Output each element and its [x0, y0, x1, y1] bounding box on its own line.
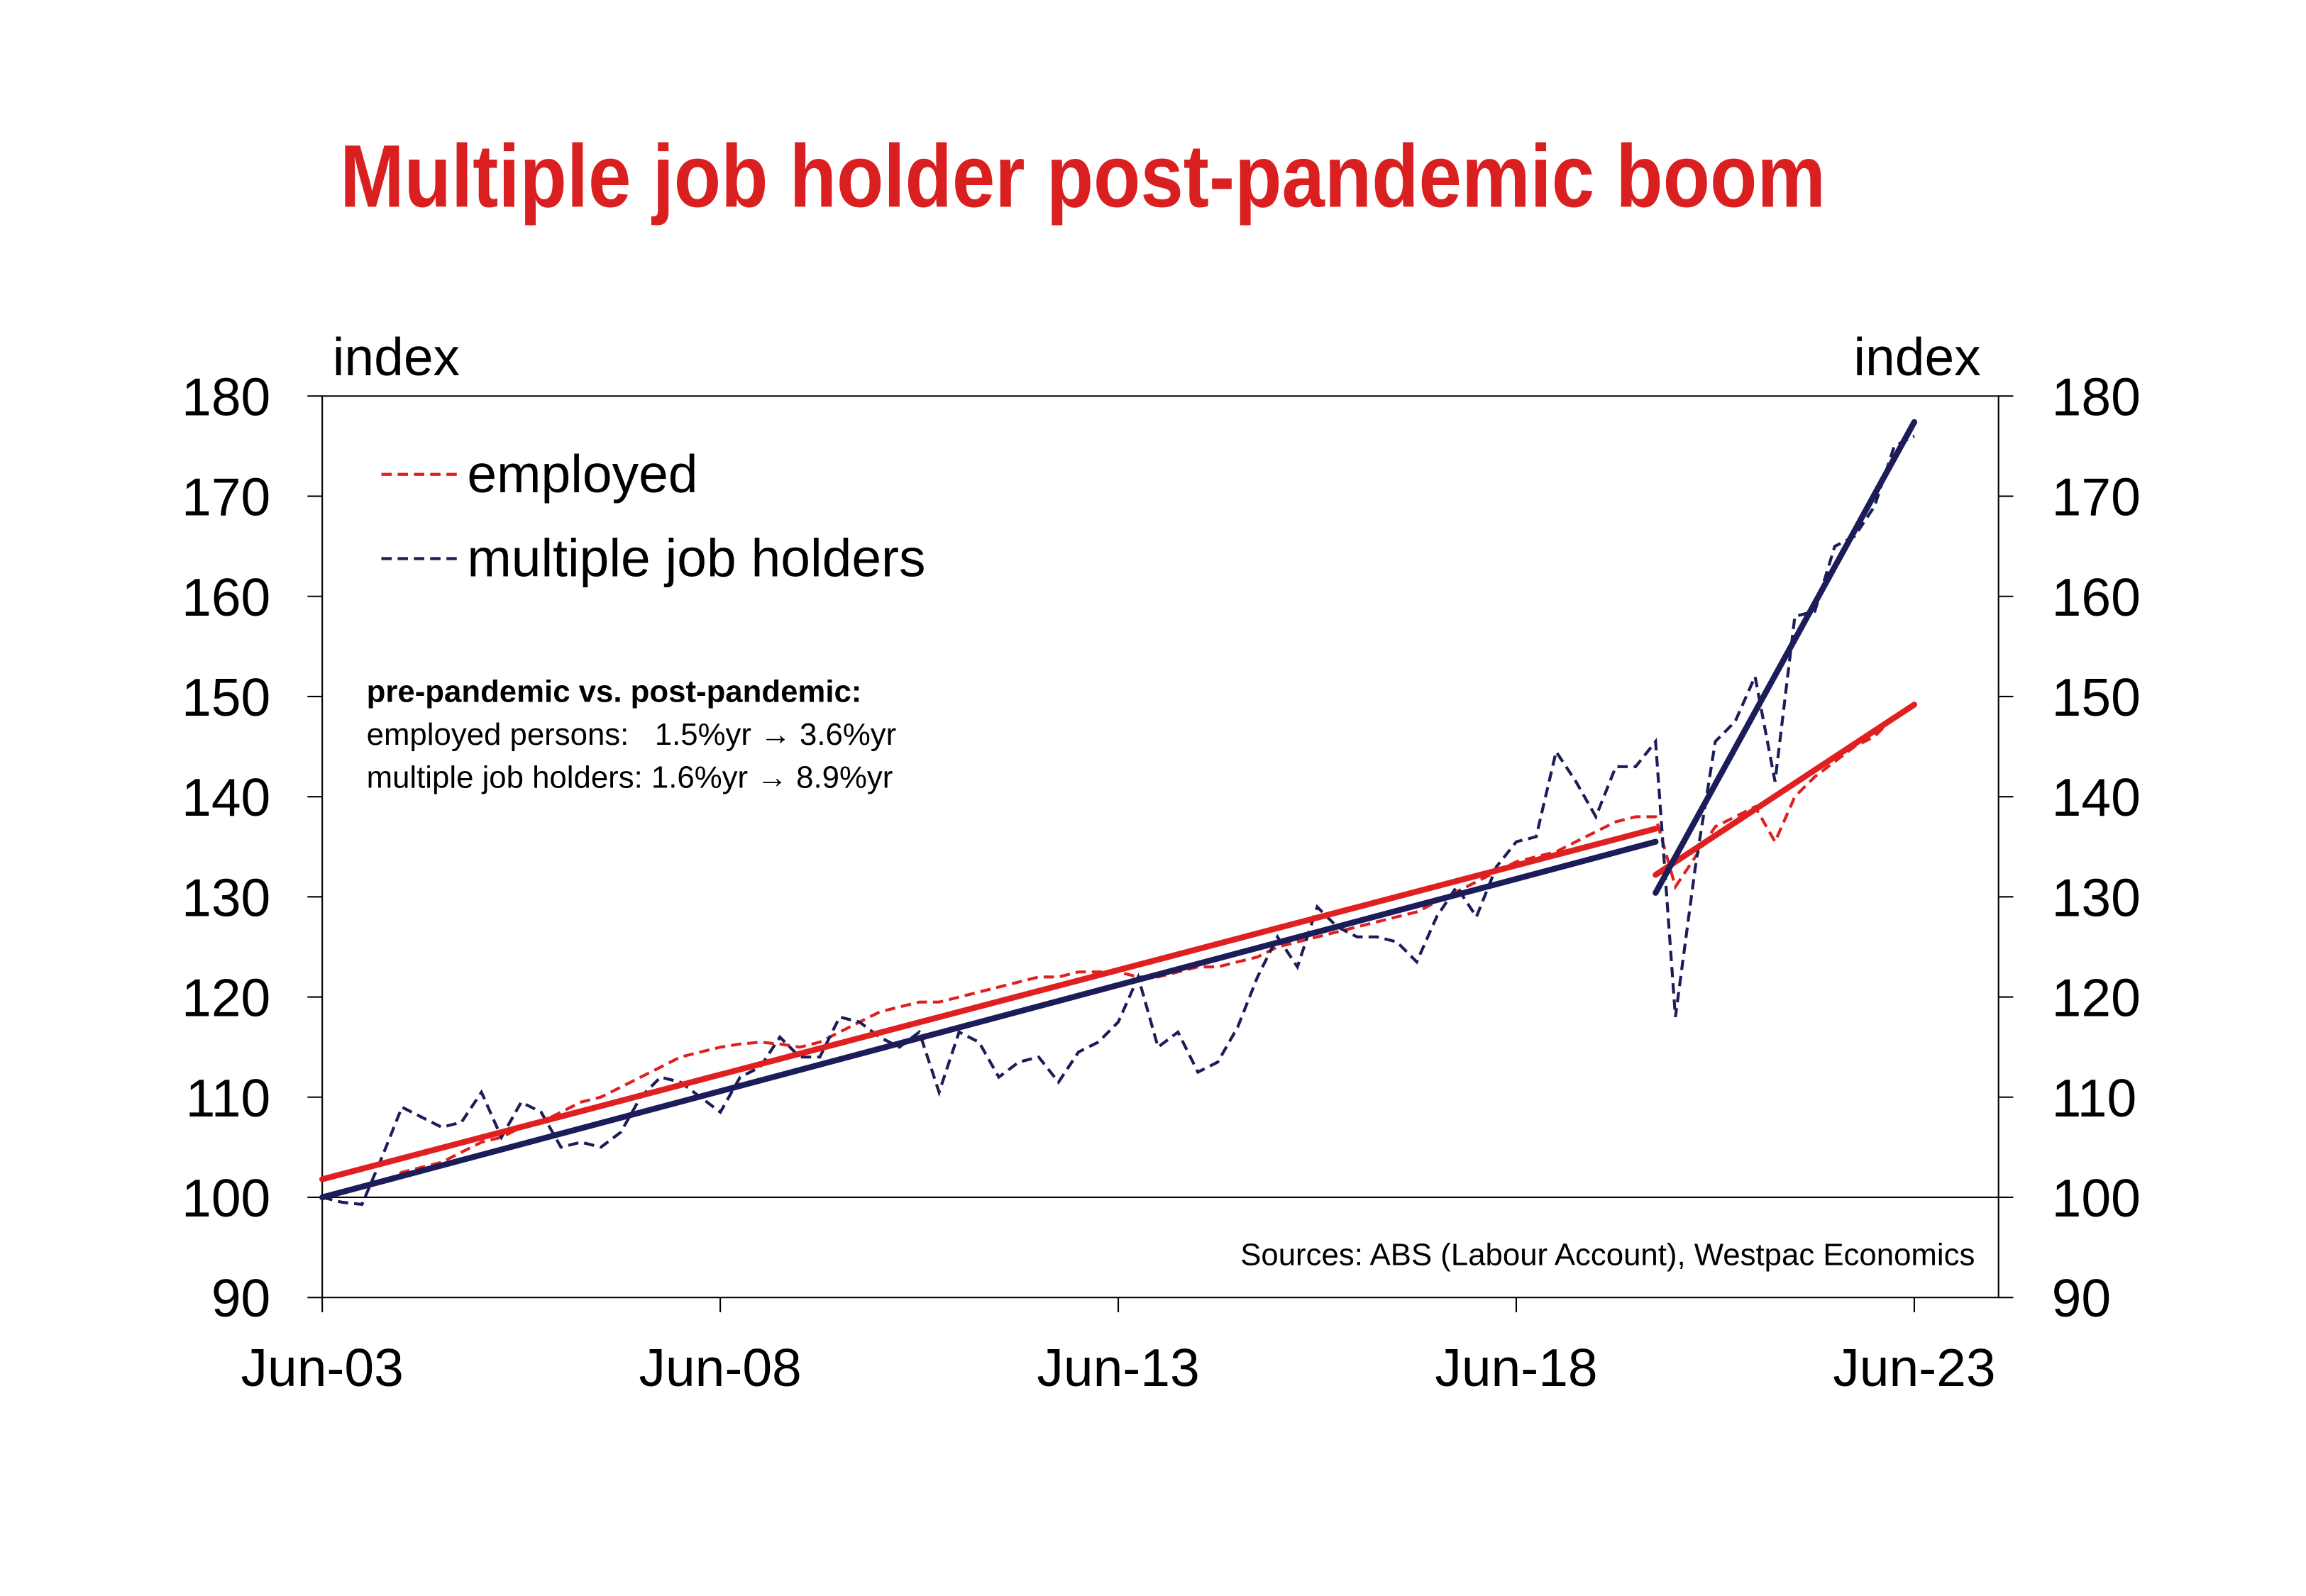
- x-tick-label: Jun-03: [241, 1338, 404, 1397]
- y-tick-label: 90: [211, 1268, 270, 1328]
- y2-tick-label: 110: [2052, 1068, 2137, 1128]
- y-tick-label: 150: [182, 667, 270, 727]
- y2-tick-label: 160: [2052, 567, 2141, 627]
- y-tick-label: 160: [182, 567, 270, 627]
- y-tick-label: 170: [182, 467, 270, 527]
- y2-tick-label: 100: [2052, 1168, 2141, 1228]
- y2-tick-label: 150: [2052, 667, 2141, 727]
- y-tick-label: 140: [182, 767, 270, 827]
- y-axis-label: index: [333, 327, 460, 387]
- y-tick-label: 110: [186, 1068, 271, 1128]
- y2-tick-label: 140: [2052, 767, 2141, 827]
- annotation-line: multiple job holders: 1.6%yr → 8.9%yr: [367, 760, 893, 794]
- chart-title: Multiple job holder post-pandemic boom: [340, 128, 1826, 226]
- x-tick-label: Jun-13: [1037, 1338, 1199, 1397]
- trend-line: [1653, 702, 1918, 878]
- y2-axis-label: index: [1853, 327, 1980, 387]
- x-tick-label: Jun-08: [639, 1338, 801, 1397]
- legend-label: multiple job holders: [467, 528, 925, 588]
- series-line: [321, 434, 1915, 1207]
- legend-label: employed: [467, 444, 697, 504]
- trend-line: [1653, 419, 1918, 896]
- annotation-line: employed persons: 1.5%yr → 3.6%yr: [367, 717, 897, 752]
- x-tick-label: Jun-23: [1833, 1338, 1995, 1397]
- annotation-title: pre-pandemic vs. post-pandemic:: [367, 675, 862, 709]
- plot-frame: [321, 395, 1999, 1299]
- trend-line: [319, 838, 1659, 1201]
- y-tick-label: 100: [182, 1168, 270, 1228]
- y-tick-label: 120: [182, 968, 270, 1028]
- x-tick-label: Jun-18: [1435, 1338, 1597, 1397]
- y-tick-label: 130: [182, 868, 270, 927]
- y2-tick-label: 90: [2052, 1268, 2111, 1328]
- y-tick-label: 180: [182, 367, 270, 426]
- y2-tick-label: 130: [2052, 868, 2141, 927]
- source-note: Sources: ABS (Labour Account), Westpac E…: [1240, 1237, 1975, 1272]
- trend-line: [319, 826, 1659, 1182]
- y2-tick-label: 180: [2052, 367, 2141, 426]
- y2-tick-label: 170: [2052, 467, 2141, 527]
- y2-tick-label: 120: [2052, 968, 2141, 1028]
